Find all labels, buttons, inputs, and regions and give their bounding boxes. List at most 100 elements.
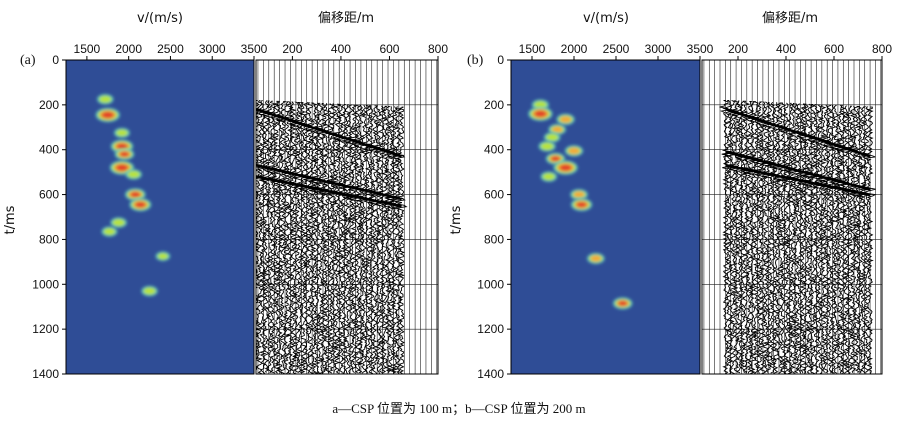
seismic-trace [736, 100, 749, 374]
energy-peak [565, 145, 583, 157]
seismic-trace [760, 101, 772, 374]
reflection-event [725, 164, 871, 197]
offset-tick-label: 600 [824, 42, 844, 56]
y-tick-label: 800 [484, 232, 504, 246]
panel-a: (a) v/(m/s) 偏移距/m t/ms 1500 2000 2500 3000 3… [3, 11, 448, 381]
velocity-frame [510, 59, 701, 375]
seismic-trace [729, 100, 743, 373]
energy-peak [540, 171, 557, 182]
seismic-trace [350, 104, 364, 374]
seismic-trace [726, 100, 739, 374]
axes: 1500 2000 2500 3000 3500 200 400 600 800 0 200 400 6… [477, 42, 892, 381]
panel-b: (b) v/(m/s) 偏移距/m t/ms 1500 2000 2500 3000 3… [449, 11, 892, 381]
spectrum-background [66, 60, 254, 374]
axes: 1500 2000 2500 3000 3500 200 400 600 800 0 200 400 6… [32, 42, 448, 381]
seismic-trace [304, 102, 317, 374]
seismic-trace [786, 103, 799, 374]
seismic-trace [259, 100, 273, 373]
seismic-trace [819, 104, 832, 374]
time-axis-title: t/ms [449, 205, 464, 234]
y-tick-label: 1400 [477, 367, 504, 381]
energy-peak [587, 253, 605, 264]
offset-tick-label: 200 [728, 42, 748, 56]
time-axis-title: t/ms [3, 205, 18, 234]
y-tick-label: 1400 [32, 367, 59, 381]
seismic-trace [746, 101, 760, 374]
y-tick-label: 0 [52, 53, 59, 67]
seismic-trace [762, 101, 777, 374]
seismic-trace [740, 100, 752, 374]
seismic-trace [323, 103, 337, 374]
energy-peak [125, 188, 146, 201]
y-tick-label: 0 [497, 53, 504, 67]
energy-peak [570, 189, 588, 200]
seismic-trace [358, 104, 371, 374]
seismic-trace [326, 103, 341, 374]
seismic-trace [795, 103, 807, 374]
reflection-event [725, 108, 871, 158]
x-tick-label: 2500 [157, 42, 184, 56]
seismic-trace [864, 106, 877, 374]
energy-peak [114, 148, 135, 160]
y-tick-label: 400 [484, 143, 504, 157]
seismic-trace [811, 104, 823, 374]
figure-caption: a—CSP 位置为 100 m；b—CSP 位置为 200 m [332, 401, 585, 417]
energy-peak [141, 285, 158, 297]
seismic-trace [773, 102, 786, 374]
seismic-trace [360, 105, 374, 374]
offset-tick-label: 600 [379, 42, 399, 56]
reflection-event [256, 164, 402, 201]
wiggle-traces [256, 99, 408, 374]
energy-peak [129, 198, 152, 212]
offset-tick-label: 400 [776, 42, 796, 56]
seismic-trace [312, 102, 325, 374]
x-tick-label: 3500 [687, 42, 714, 56]
x-tick-label: 2500 [603, 42, 630, 56]
energy-peak [538, 141, 556, 152]
seismic-trace [364, 105, 378, 374]
wiggle-traces [719, 99, 877, 374]
seismic-trace [307, 102, 321, 374]
y-tick-label: 1200 [32, 322, 59, 336]
offset-axis-title: 偏移距/m [762, 11, 818, 26]
x-tick-label: 2000 [115, 42, 142, 56]
seismic-trace [293, 101, 307, 374]
gather-frame [701, 59, 883, 375]
energy-peak [114, 127, 130, 138]
velocity-frame [65, 59, 255, 375]
seismic-trace [330, 103, 344, 374]
velocity-axis-title: v/(m/s) [583, 11, 629, 26]
seismic-trace [719, 99, 731, 374]
offset-tick-label: 400 [331, 42, 351, 56]
x-tick-label: 3000 [645, 42, 672, 56]
seismic-trace [756, 101, 769, 374]
seismic-trace [276, 101, 290, 374]
seismic-trace [269, 100, 283, 374]
seismic-trace [288, 101, 300, 374]
velocity-spectrum [511, 60, 700, 374]
x-tick-label: 3000 [199, 42, 226, 56]
reflection-event [256, 108, 402, 158]
energy-peak [110, 217, 127, 228]
seismic-trace [333, 103, 347, 374]
cmp-gather [702, 60, 882, 374]
energy-blobs [528, 99, 633, 310]
energy-peak [95, 107, 120, 122]
gather-frame [255, 59, 439, 375]
panel-label: (a) [20, 53, 36, 68]
y-tick-label: 200 [39, 98, 59, 112]
cmp-gather [256, 60, 438, 374]
energy-peak [548, 124, 566, 135]
x-tick-label: 1500 [519, 42, 546, 56]
x-tick-label: 1500 [74, 42, 101, 56]
y-tick-label: 600 [484, 188, 504, 202]
seismic-trace [384, 106, 396, 374]
seismic-trace [826, 104, 839, 374]
energy-peak [97, 94, 114, 105]
energy-peak [101, 226, 118, 237]
seismic-trace [813, 104, 826, 374]
energy-peak [556, 113, 575, 125]
seismic-trace [341, 104, 354, 374]
seismic-trace [321, 103, 331, 374]
seismic-trace [780, 102, 791, 374]
